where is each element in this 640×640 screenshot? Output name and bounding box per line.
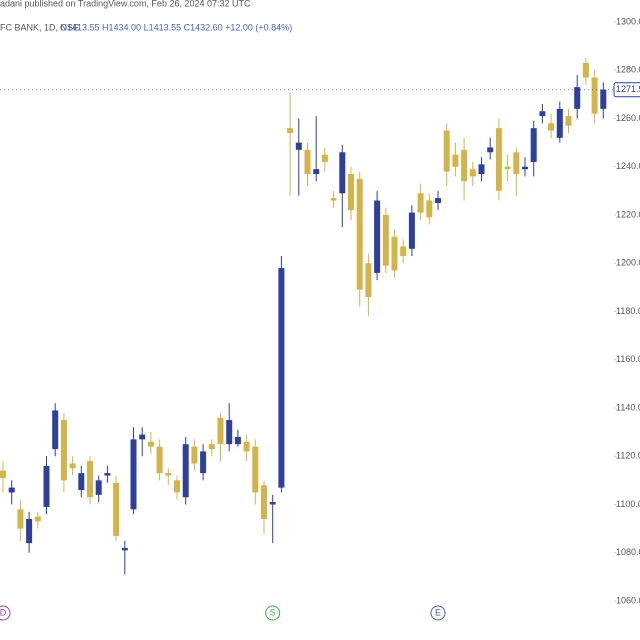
candle-body [565, 116, 572, 126]
candle-body [548, 123, 555, 131]
candle-body [556, 108, 563, 138]
candle-body [400, 246, 407, 257]
candle-body [321, 154, 328, 162]
event-marker [430, 605, 446, 621]
candle-body [43, 465, 50, 507]
y-tick-label: 1060.00 [616, 595, 640, 605]
y-tick-label: 1300.00 [616, 16, 640, 26]
candle-body [313, 169, 320, 174]
candle-body [217, 417, 224, 445]
candle-body [0, 470, 6, 478]
event-marker [0, 605, 11, 621]
candle-body [69, 463, 76, 469]
event-label: E [435, 607, 441, 617]
candle-body [182, 444, 189, 498]
candle-body [391, 236, 398, 271]
candle-body [339, 152, 346, 194]
candle-body [582, 63, 589, 78]
y-tick-label: 1080.00 [616, 547, 640, 557]
candle-body [165, 473, 172, 476]
candle-body [78, 473, 85, 491]
candle-body [495, 128, 502, 191]
y-tick-label: 1140.00 [616, 402, 640, 412]
candle-body [130, 439, 137, 510]
candle-body [600, 89, 607, 109]
ohlc-label: O1413.55 H1434.00 L1413.55 C1432.60 +12.… [60, 22, 292, 32]
candle-body [208, 444, 215, 450]
y-tick-label: 1240.00 [616, 161, 640, 171]
candle-body [435, 198, 441, 203]
candle-body [330, 198, 337, 201]
candle-body [52, 410, 59, 450]
candle-body [478, 164, 485, 174]
candle-body [287, 128, 294, 133]
candle-body [104, 473, 111, 476]
event-marker [265, 605, 281, 621]
candle-body [504, 166, 511, 170]
candle-body [408, 212, 415, 249]
candle-body [113, 482, 120, 536]
candle-body [382, 215, 389, 266]
last-price-label: 1271.90 [616, 84, 640, 94]
candle-body [348, 173, 354, 211]
candle-body [17, 509, 24, 529]
y-tick-label: 1220.00 [616, 209, 640, 219]
y-tick-label: 1200.00 [616, 258, 640, 268]
candle-body [356, 178, 363, 290]
candle-body [269, 502, 276, 505]
candle-body [26, 518, 33, 544]
symbol: FC BANK, 1D, NSE [0, 22, 79, 32]
y-tick-label: 1120.00 [616, 451, 640, 461]
candle-body [530, 128, 537, 162]
candle-body [591, 77, 598, 114]
candle-body [34, 516, 41, 522]
candle-body [121, 547, 128, 551]
candle-body [147, 441, 154, 447]
candle-body [295, 142, 302, 150]
candle-body [234, 436, 241, 445]
candle-body [304, 149, 311, 174]
candle-body [443, 130, 450, 172]
candle-body [374, 200, 381, 273]
candle-body [513, 152, 520, 174]
candle-body [487, 147, 494, 153]
candle-body [156, 446, 163, 474]
candle-body [539, 111, 546, 117]
candle-body [574, 87, 581, 109]
candle-body [461, 149, 468, 182]
candle-body [95, 480, 102, 495]
candle-body [200, 451, 207, 474]
y-tick-label: 1160.00 [616, 354, 640, 364]
candle-body [8, 487, 15, 493]
event-label: S [270, 607, 276, 617]
candle-body [252, 446, 259, 493]
candle-body [417, 193, 424, 213]
y-tick-label: 1260.00 [616, 113, 640, 123]
y-tick-label: 1280.00 [616, 65, 640, 75]
candle-body [261, 485, 267, 519]
candle-body [452, 154, 459, 167]
candle-body [60, 420, 67, 481]
candle-body [426, 200, 433, 218]
candle-body [469, 169, 476, 177]
candle-body [522, 166, 528, 170]
candle-body [87, 461, 93, 498]
last-price-box [613, 82, 640, 98]
candle-body [278, 268, 285, 488]
y-tick-label: 1100.00 [616, 499, 640, 509]
candle-body [139, 434, 146, 440]
candle-body [365, 263, 372, 298]
candle-body [226, 420, 233, 445]
y-tick-label: 1180.00 [616, 306, 640, 316]
candle-body [174, 480, 180, 493]
candle-body [191, 446, 198, 464]
event-label: D [0, 607, 7, 617]
publisher: adani published on TradingView.com, Feb … [0, 0, 251, 8]
candle-body [243, 441, 250, 452]
